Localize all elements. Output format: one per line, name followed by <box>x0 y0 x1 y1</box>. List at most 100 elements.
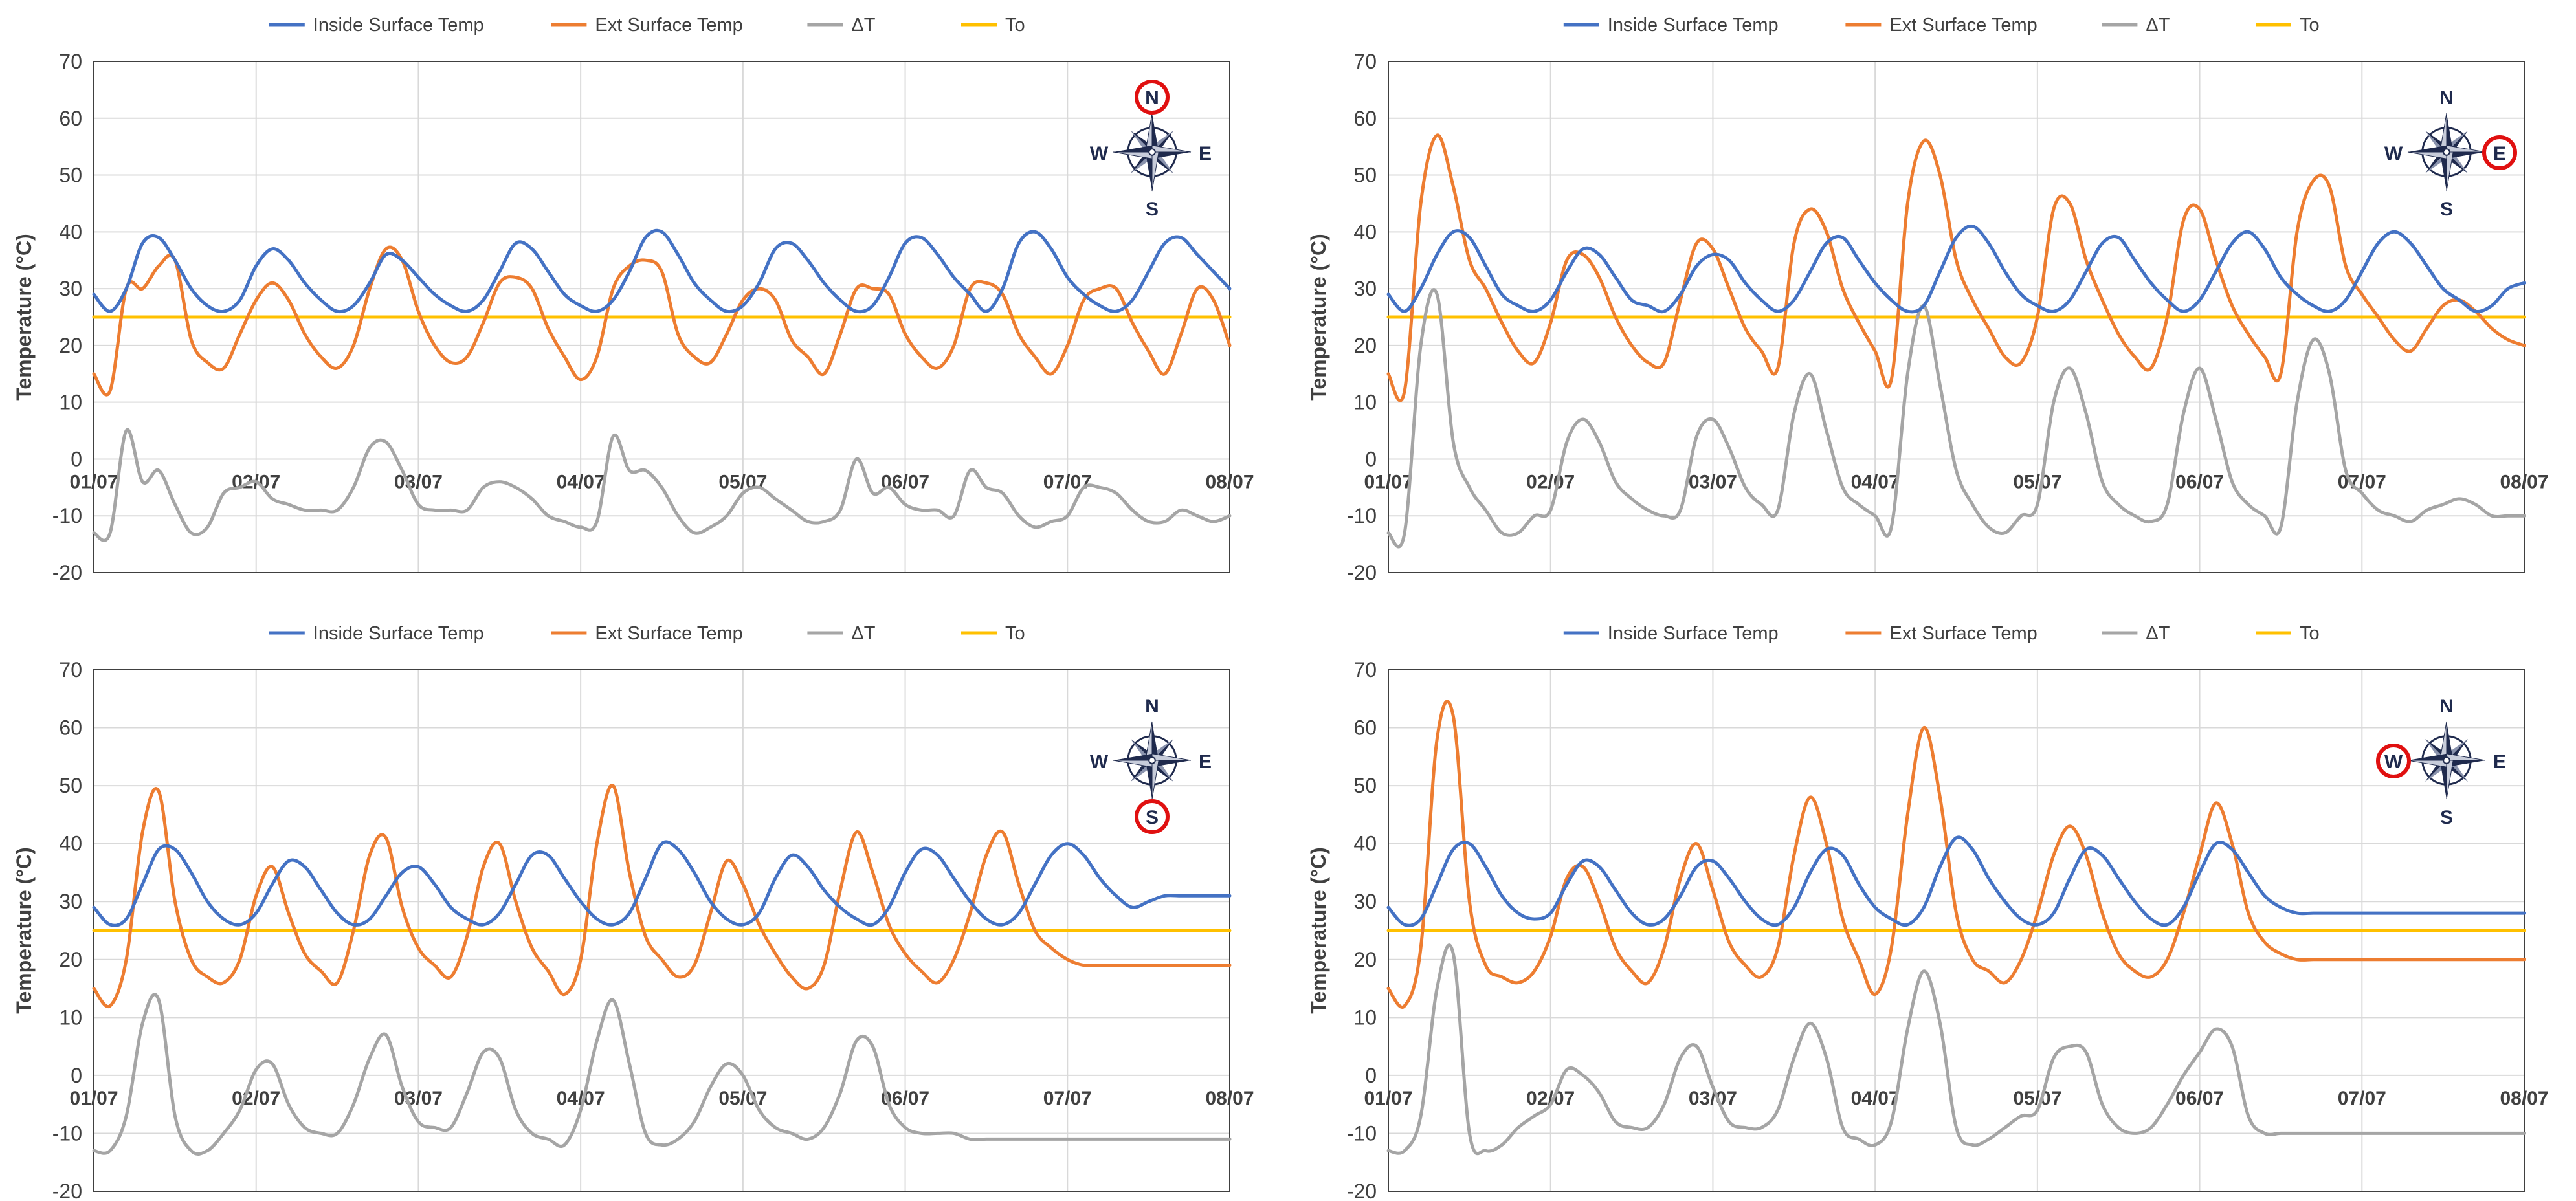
compass-label-s: S <box>2440 807 2453 828</box>
compass-point <box>2446 753 2486 761</box>
compass-point <box>1145 760 1152 799</box>
y-tick-label: 60 <box>1353 107 1377 130</box>
x-tick-label: 05/07 <box>718 471 767 492</box>
y-tick-label: 30 <box>59 277 82 300</box>
y-tick-label: 30 <box>1353 890 1377 913</box>
compass-point <box>2408 145 2447 152</box>
y-axis-label: Temperature (°C) <box>1307 234 1330 401</box>
y-tick-label: 10 <box>59 1006 82 1029</box>
y-tick-label: 50 <box>59 774 82 797</box>
y-tick-label: -10 <box>1347 1121 1377 1145</box>
legend-label: ΔT <box>851 15 875 36</box>
x-tick-label: 06/07 <box>2175 471 2224 492</box>
compass-rose: N S E W <box>1090 696 1212 834</box>
x-tick-label: 05/07 <box>2013 471 2061 492</box>
compass-point <box>2407 151 2447 159</box>
compass-highlight-ring <box>2376 744 2411 778</box>
compass-point <box>1152 152 1191 159</box>
y-tick-label: 30 <box>59 890 82 913</box>
compass-point <box>1151 760 1159 800</box>
x-tick-label: 05/07 <box>2013 1088 2061 1109</box>
compass-highlight-ring <box>1135 799 1170 834</box>
compass-point <box>1113 760 1153 767</box>
compass-point <box>1152 722 1159 760</box>
y-tick-label: -10 <box>52 1121 82 1145</box>
x-tick-label: 04/07 <box>1851 1088 1900 1109</box>
compass-label-e: E <box>1199 751 1212 773</box>
legend-label: Ext Surface Temp <box>1889 623 2037 644</box>
series-line-inside-surface-temp <box>1386 835 2526 927</box>
legend-label: To <box>2300 623 2320 644</box>
y-tick-label: 0 <box>1365 447 1377 470</box>
y-tick-label: 40 <box>1353 220 1377 243</box>
chart-panel-w: Inside Surface Temp Ext Surface Temp ΔT To 7… <box>1307 623 2549 1201</box>
compass-rose: N S E W <box>2384 87 2517 220</box>
compass-rose: N S E W <box>1090 80 1212 220</box>
legend-label: Ext Surface Temp <box>595 15 742 36</box>
series-line-ext-surface-temp <box>1386 133 2526 402</box>
chart-panel-e: Inside Surface Temp Ext Surface Temp ΔT To 7… <box>1307 15 2549 582</box>
compass-point <box>2408 753 2447 760</box>
compass-label-n: N <box>2439 87 2454 109</box>
chart-panel-n: Inside Surface Temp Ext Surface Temp ΔT To 7… <box>12 15 1254 582</box>
compass-point <box>1151 753 1192 761</box>
legend-label: Ext Surface Temp <box>1889 15 2037 36</box>
x-tick-label: 07/07 <box>1043 471 1092 492</box>
chart-panel-s: Inside Surface Temp Ext Surface Temp ΔT To 7… <box>12 623 1254 1201</box>
compass-label-e: E <box>2493 143 2506 164</box>
compass-point <box>2446 760 2454 800</box>
series-line--t <box>92 993 1232 1156</box>
compass-highlight-ring <box>1135 80 1170 115</box>
y-axis-label: Temperature (°C) <box>12 234 36 401</box>
compass-label-s: S <box>1146 199 1159 220</box>
compass-rose: N S E W <box>2376 696 2506 828</box>
legend-label: ΔT <box>851 623 875 644</box>
y-tick-label: 50 <box>1353 164 1377 187</box>
legend-label: Inside Surface Temp <box>1608 15 1779 36</box>
y-tick-label: 70 <box>59 50 82 73</box>
compass-center <box>2443 148 2450 156</box>
y-tick-label: 20 <box>1353 948 1377 971</box>
y-axis-label: Temperature (°C) <box>12 847 36 1014</box>
y-tick-label: 70 <box>59 658 82 681</box>
legend-label: To <box>1005 15 1025 36</box>
compass-label-n: N <box>2439 696 2454 717</box>
y-tick-label: 10 <box>1353 1006 1377 1029</box>
legend-label: To <box>2300 15 2320 36</box>
x-tick-label: 03/07 <box>1689 471 1737 492</box>
y-tick-label: 50 <box>1353 774 1377 797</box>
x-tick-label: 02/07 <box>1526 471 1575 492</box>
series-line-inside-surface-temp <box>92 840 1232 927</box>
series-line-inside-surface-temp <box>1386 224 2526 314</box>
y-tick-label: 20 <box>1353 334 1377 357</box>
y-tick-label: 60 <box>1353 716 1377 740</box>
y-tick-label: -10 <box>52 504 82 527</box>
compass-point <box>2407 760 2447 767</box>
x-tick-label: 07/07 <box>2338 471 2386 492</box>
compass-point <box>1145 152 1152 191</box>
y-tick-label: -20 <box>1347 561 1377 582</box>
y-tick-label: 60 <box>59 107 82 130</box>
y-tick-label: -20 <box>52 1180 82 1201</box>
compass-label-n: N <box>1145 696 1159 717</box>
y-tick-label: 0 <box>71 447 82 470</box>
compass-label-e: E <box>1199 143 1212 164</box>
y-tick-label: 70 <box>1353 658 1377 681</box>
x-tick-label: 07/07 <box>1043 1088 1092 1109</box>
y-tick-label: 50 <box>59 164 82 187</box>
x-tick-label: 03/07 <box>1689 1088 1737 1109</box>
y-axis-label: Temperature (°C) <box>1307 847 1330 1014</box>
compass-label-w: W <box>1090 751 1109 773</box>
series-line--t <box>1386 288 2526 549</box>
legend-label: ΔT <box>2146 623 2170 644</box>
compass-point <box>1151 145 1192 153</box>
compass-center <box>2443 756 2450 764</box>
compass-center <box>1148 756 1156 764</box>
compass-point <box>2446 151 2454 192</box>
y-tick-label: -20 <box>52 561 82 582</box>
series-line-ext-surface-temp <box>92 245 1232 397</box>
x-tick-label: 02/07 <box>232 1088 280 1109</box>
x-tick-label: 03/07 <box>394 1088 443 1109</box>
compass-label-w: W <box>1090 143 1109 164</box>
